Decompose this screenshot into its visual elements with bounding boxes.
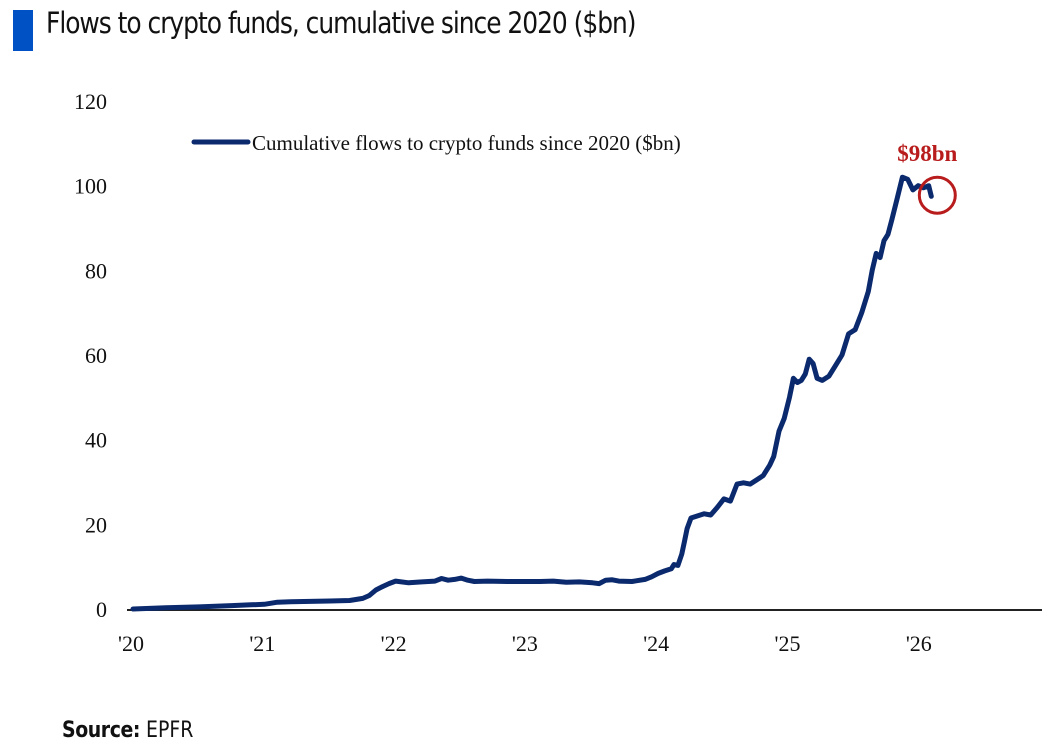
x-axis-ticks: '20 '21 '22 '23 '24 '25 '26 [118, 631, 932, 656]
chart-title: Flows to crypto funds, cumulative since … [46, 6, 636, 40]
y-tick-label: 80 [85, 258, 107, 283]
source-label: Source: [62, 718, 141, 743]
legend: Cumulative flows to crypto funds since 2… [191, 131, 681, 155]
series-line [130, 174, 934, 612]
source-value: EPFR [146, 718, 194, 743]
x-tick-label: '21 [249, 631, 275, 656]
y-tick-label: 120 [74, 89, 107, 114]
x-tick-label: '22 [381, 631, 407, 656]
legend-label: Cumulative flows to crypto funds since 2… [252, 131, 681, 155]
title-accent-bar [13, 10, 33, 51]
source-note: Source: EPFR [62, 718, 193, 743]
x-tick-label: '20 [118, 631, 144, 656]
y-tick-label: 0 [96, 597, 107, 622]
y-tick-label: 20 [85, 512, 107, 537]
y-axis-ticks: 0 20 40 60 80 100 120 [74, 89, 107, 622]
x-tick-label: '25 [775, 631, 801, 656]
y-tick-label: 40 [85, 428, 107, 453]
x-tick-label: '23 [512, 631, 538, 656]
annotation-circle [917, 175, 957, 215]
annotation-label: $98bn [897, 141, 957, 166]
y-tick-label: 60 [85, 343, 107, 368]
x-tick-label: '26 [906, 631, 932, 656]
x-tick-label: '24 [643, 631, 669, 656]
y-tick-label: 100 [74, 174, 107, 199]
